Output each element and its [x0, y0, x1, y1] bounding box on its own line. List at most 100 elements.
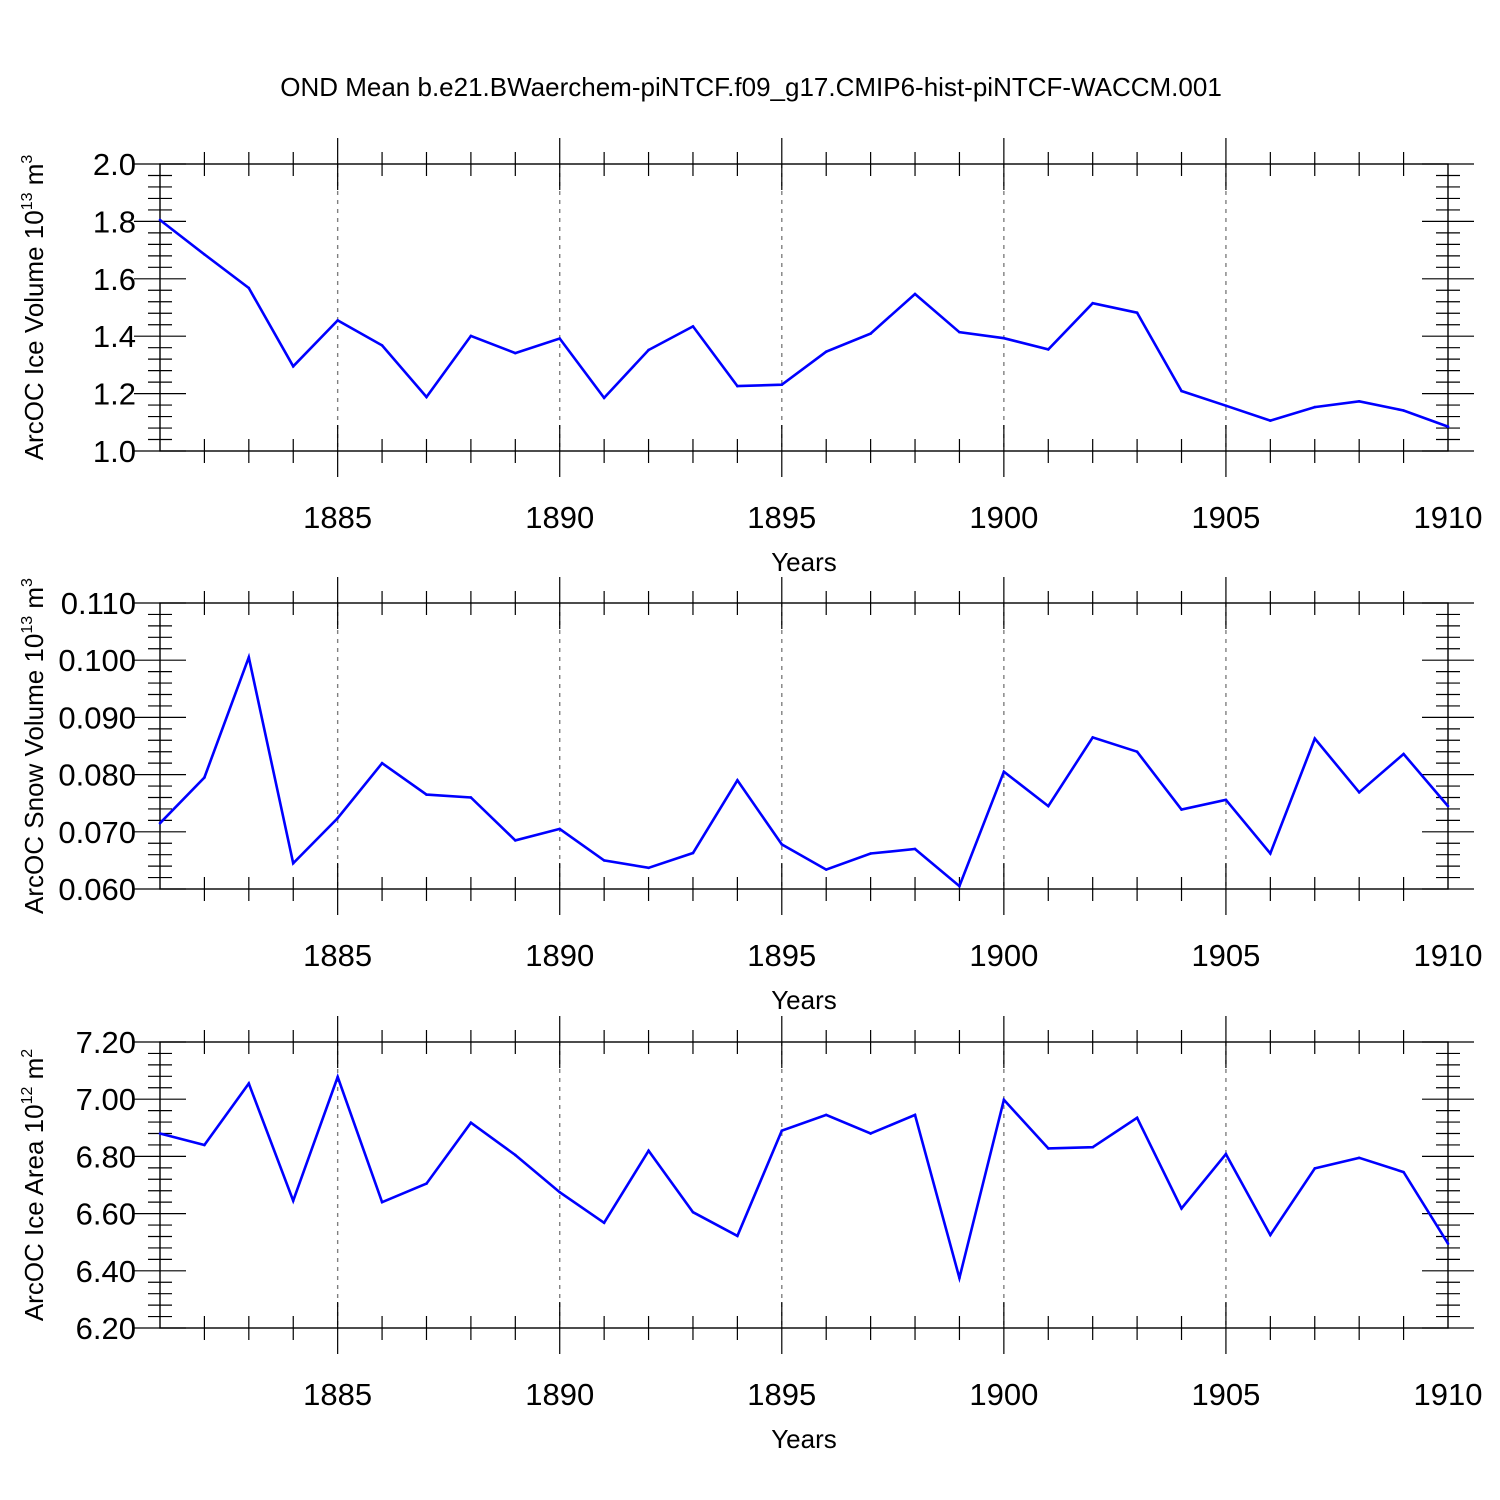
data-point-1902 [1091, 301, 1094, 305]
data-point-1908 [1357, 1156, 1361, 1160]
data-point-1902 [1091, 736, 1094, 739]
y-axis-label-part-2: m [19, 164, 49, 193]
y-tick-label-1: 6.40 [76, 1254, 136, 1289]
data-point-1897 [869, 1132, 872, 1135]
x-axis-label: Years [771, 1424, 837, 1454]
x-tick-label-1895: 1895 [747, 1377, 816, 1412]
x-tick-label-1890: 1890 [525, 500, 594, 535]
data-point-1896 [824, 1113, 828, 1117]
data-point-1907 [1313, 737, 1317, 740]
data-point-1894 [736, 1234, 739, 1238]
y-tick-label-2: 1.4 [93, 319, 136, 354]
data-point-1884 [291, 1199, 295, 1203]
x-tick-label-1900: 1900 [969, 500, 1038, 535]
data-point-1889 [514, 839, 517, 842]
data-point-1881 [158, 821, 162, 825]
data-point-1886 [380, 761, 384, 765]
data-point-1896 [824, 868, 828, 871]
y-axis-label-part-0: ArcOC Ice Area 10 [19, 1104, 49, 1321]
x-tick-label-1890: 1890 [525, 1377, 594, 1412]
x-tick-label-1910: 1910 [1414, 938, 1483, 973]
x-tick-label-1895: 1895 [747, 938, 816, 973]
data-point-1904 [1180, 389, 1183, 393]
series-line [159, 1073, 1450, 1284]
y-tick-label-2: 0.080 [58, 758, 136, 793]
data-point-1882 [203, 776, 206, 779]
x-tick-label-1905: 1905 [1191, 500, 1260, 535]
data-point-1891 [602, 1221, 606, 1225]
data-point-1908 [1357, 400, 1361, 403]
data-point-1906 [1269, 419, 1272, 422]
x-tick-label-1885: 1885 [303, 1377, 372, 1412]
series-line [159, 218, 1449, 428]
x-tick-label-1885: 1885 [303, 500, 372, 535]
x-tick-label-1905: 1905 [1191, 1377, 1260, 1412]
data-point-1899 [958, 884, 961, 888]
data-point-1883 [247, 1082, 251, 1085]
y-axis-label-part-1: 12 [19, 1087, 36, 1105]
data-point-1900 [1002, 1098, 1006, 1102]
data-point-1884 [291, 365, 295, 368]
data-point-1910 [1446, 804, 1450, 808]
data-point-1903 [1135, 750, 1139, 754]
x-tick-label-1905: 1905 [1191, 938, 1260, 973]
data-point-1883 [247, 286, 251, 290]
data-point-1901 [1046, 348, 1050, 351]
y-axis-label-part-2: m [19, 1058, 49, 1087]
y-tick-label-4: 1.8 [93, 204, 136, 239]
data-point-1910 [1446, 425, 1450, 428]
data-point-1898 [913, 292, 917, 296]
data-point-1893 [691, 325, 695, 328]
data-point-1900 [1002, 336, 1006, 340]
data-point-1904 [1180, 808, 1183, 811]
data-point-1890 [558, 1190, 562, 1194]
data-point-1889 [514, 1153, 517, 1157]
data-point-1887 [425, 395, 428, 399]
data-point-1892 [647, 1149, 650, 1152]
x-tick-label-1910: 1910 [1414, 500, 1483, 535]
data-point-1894 [736, 384, 739, 388]
data-point-1892 [647, 866, 650, 870]
data-point-1899 [958, 1276, 961, 1280]
y-tick-label-5: 0.110 [61, 586, 136, 621]
y-tick-label-2: 6.60 [76, 1197, 136, 1232]
data-point-1895 [780, 843, 784, 846]
data-point-1886 [380, 344, 384, 347]
series-line [159, 652, 1449, 889]
data-point-1891 [602, 396, 606, 400]
y-axis-label-part-3: 3 [19, 578, 36, 587]
y-tick-label-1: 1.2 [93, 377, 136, 412]
data-point-1900 [1002, 770, 1006, 774]
y-axis-label-part-1: 13 [19, 192, 36, 210]
data-point-1897 [869, 852, 872, 855]
data-point-1895 [780, 383, 784, 387]
data-point-1907 [1313, 1167, 1317, 1170]
data-point-1904 [1180, 1207, 1183, 1210]
y-axis-label-part-3: 2 [19, 1049, 36, 1058]
panel-2: 0.060 0.070 0.080 0.090 0.100 0.110 1885 1890 18… [19, 577, 1482, 1015]
data-point-1882 [203, 1143, 206, 1147]
data-point-1896 [824, 350, 828, 353]
data-point-1903 [1135, 1116, 1139, 1120]
y-tick-label-0: 1.0 [93, 434, 136, 469]
y-axis-label-part-0: ArcOC Ice Volume 10 [19, 210, 49, 460]
data-point-1898 [913, 847, 917, 851]
data-point-1891 [602, 859, 606, 862]
x-axis-label: Years [771, 985, 837, 1015]
y-tick-label-3: 1.6 [93, 262, 136, 297]
y-axis-label: ArcOC Ice Area 1012 m2 [19, 1049, 49, 1321]
data-point-1908 [1357, 791, 1361, 794]
data-point-1894 [736, 779, 739, 782]
x-axis-label: Years [771, 547, 837, 577]
data-point-1899 [958, 330, 961, 334]
plot-frame [159, 163, 1449, 452]
data-point-1884 [291, 861, 295, 865]
y-tick-label-5: 7.20 [76, 1025, 136, 1060]
x-tick-label-1890: 1890 [525, 938, 594, 973]
data-point-1901 [1046, 804, 1050, 808]
data-point-1898 [913, 1113, 917, 1117]
x-tick-label-1910: 1910 [1414, 1377, 1483, 1412]
data-point-1909 [1402, 1170, 1405, 1174]
data-point-1881 [158, 218, 162, 222]
